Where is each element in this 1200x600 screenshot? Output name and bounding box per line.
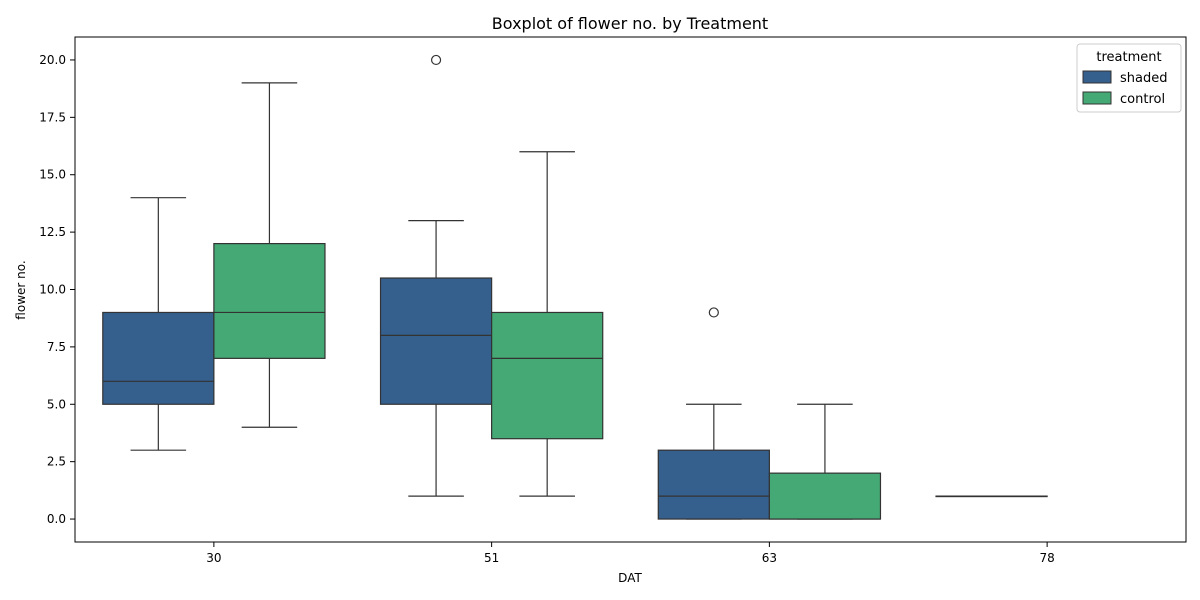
y-tick-label: 12.5 [39, 225, 66, 239]
chart-title: Boxplot of flower no. by Treatment [492, 14, 768, 33]
legend-title: treatment [1096, 50, 1161, 65]
x-tick-label: 63 [762, 551, 777, 565]
y-tick-label: 5.0 [47, 397, 66, 411]
y-tick-label: 15.0 [39, 168, 66, 182]
box-iqr [379, 277, 493, 405]
box-control-63 [768, 403, 882, 520]
box-control-30 [213, 82, 326, 428]
plot-area: 0.0 2.5 5.0 7.5 10.0 12.5 15.0 17.5 20.0 30 51 63 78 [39, 36, 1187, 565]
box-shaded-78 [935, 495, 1048, 498]
y-tick-label: 17.5 [39, 110, 66, 124]
legend-label-control: control [1120, 92, 1165, 107]
box-control-51 [491, 151, 604, 497]
outlier-point [430, 54, 442, 66]
legend: treatment shaded control [1076, 43, 1182, 113]
box-iqr [102, 311, 215, 405]
x-tick-label: 51 [484, 551, 499, 565]
box-iqr [768, 472, 882, 520]
x-axis-label: DAT [618, 571, 642, 585]
box-shaded-30 [102, 197, 215, 451]
legend-label-shaded: shaded [1120, 71, 1167, 86]
legend-swatch-control [1082, 91, 1112, 105]
box-shaded-63 [657, 307, 770, 520]
box-iqr [213, 242, 326, 359]
y-tick-label: 20.0 [39, 53, 66, 67]
y-tick-label: 2.5 [47, 455, 66, 469]
box-shaded-51 [379, 54, 493, 497]
box-iqr [491, 311, 604, 440]
x-tick-label: 78 [1039, 551, 1054, 565]
y-tick-label: 0.0 [47, 512, 66, 526]
y-axis-label: flower no. [14, 260, 28, 319]
outlier-point [708, 307, 719, 318]
y-tick-label: 7.5 [47, 340, 66, 354]
legend-swatch-shaded [1082, 70, 1112, 84]
y-tick-label: 10.0 [39, 283, 66, 297]
x-tick-label: 30 [206, 551, 221, 565]
box-iqr [657, 449, 770, 520]
